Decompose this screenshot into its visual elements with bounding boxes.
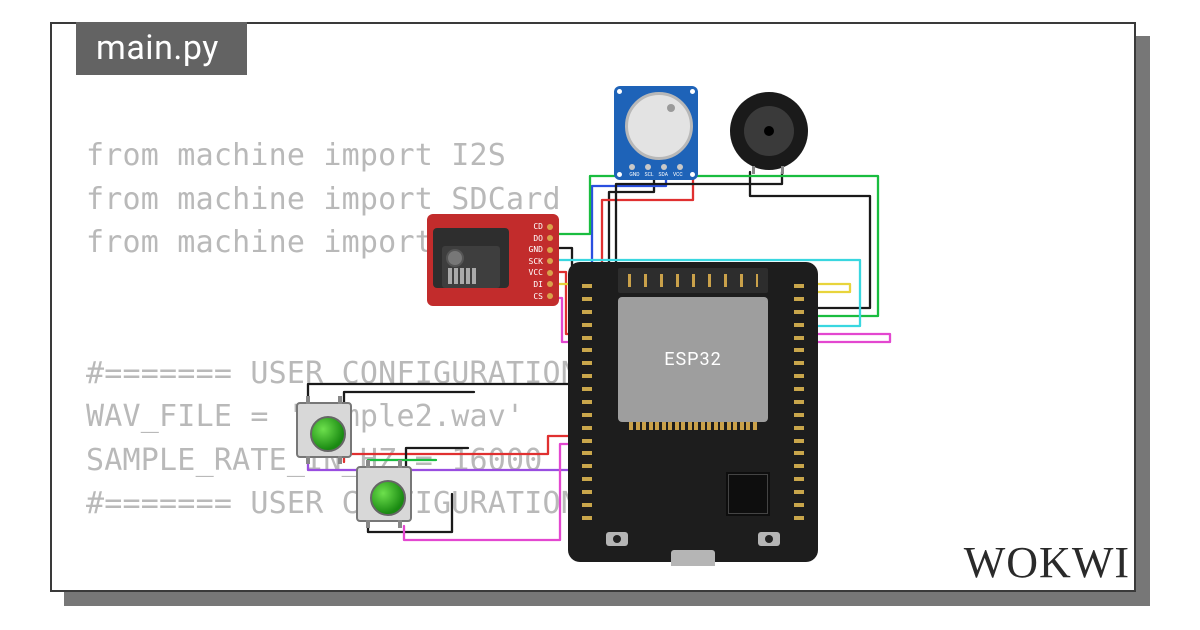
push-button-2[interactable] [356,466,412,522]
esp-usb-port [671,550,715,566]
esp32-board: ESP32 [568,262,818,562]
esp-button-right[interactable] [758,532,780,546]
rtc-module: GNDSCLSDAVCC [614,86,698,180]
esp-chip-pins [618,422,768,430]
esp-shield: ESP32 [618,297,768,422]
piezo-speaker [730,92,808,170]
sdcard-module: CDDOGNDSCKVCCDICS [427,214,559,306]
schematic: GNDSCLSDAVCC CDDOGNDSCKVCCDICS [0,0,1200,600]
push-button-1[interactable] [296,402,352,458]
esp-header-left [576,282,598,522]
rtc-pins [614,164,698,170]
social-card: main.py from machine import I2S from mac… [0,0,1200,630]
rtc-cell [625,92,693,160]
brand-logo: WOKWI [964,537,1130,588]
esp-header-right [788,282,810,522]
rtc-pin-labels: GNDSCLSDAVCC [614,172,698,178]
esp-usb-chip [728,474,768,514]
sd-slot [433,228,509,288]
esp-button-left[interactable] [606,532,628,546]
esp-antenna [618,268,768,293]
sd-pin-labels: CDDOGNDSCKVCCDICS [529,222,553,301]
